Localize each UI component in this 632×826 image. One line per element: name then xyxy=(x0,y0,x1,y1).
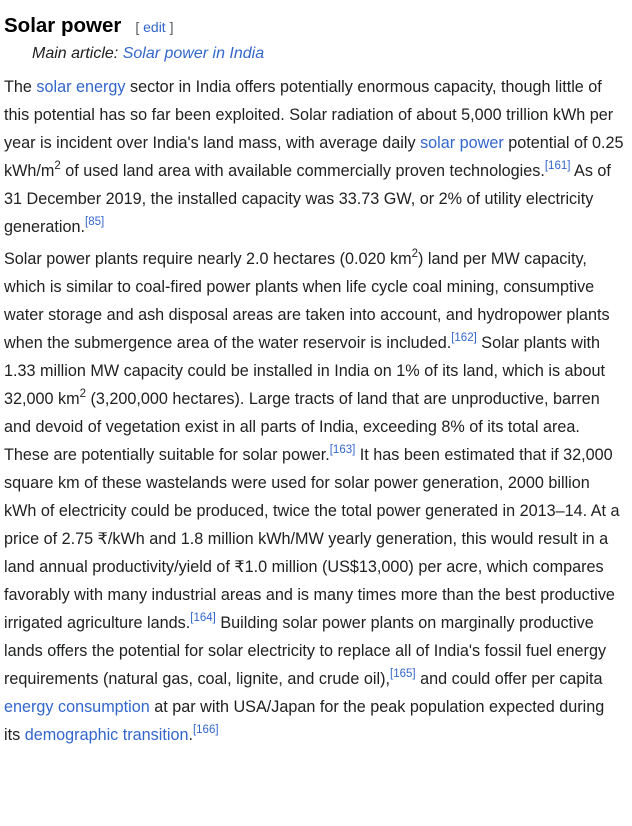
citation-161: [161] xyxy=(545,160,571,172)
paragraph-1: The solar energy sector in India offers … xyxy=(4,73,624,241)
superscript: 2 xyxy=(54,160,61,172)
text-run: at par with USA/Japan for the peak popul… xyxy=(4,698,605,744)
section-title: Solar power xyxy=(4,14,122,37)
edit-bracket-close: ] xyxy=(165,19,174,35)
citation-162: [162] xyxy=(451,332,477,344)
text-run: Solar power plants require nearly 2.0 he… xyxy=(4,250,412,268)
edit-bracket-open: [ xyxy=(135,19,144,35)
edit-link[interactable]: edit xyxy=(143,19,166,35)
superscript: 2 xyxy=(79,388,86,400)
text-run: ) land per MW capacity, which is similar… xyxy=(4,250,610,352)
link-solar-power[interactable]: solar power xyxy=(420,134,504,152)
hatnote-prefix: Main article: xyxy=(32,45,123,62)
main-article-link[interactable]: Solar power in India xyxy=(122,45,265,62)
text-run: Solar plants with 1.33 million MW capaci… xyxy=(4,334,606,408)
citation-link[interactable]: [163] xyxy=(329,444,356,456)
citation-166: [166] xyxy=(193,724,219,736)
link-demographic-transition[interactable]: demographic transition xyxy=(24,726,189,744)
citation-link[interactable]: [166] xyxy=(192,724,219,736)
citation-link[interactable]: [164] xyxy=(190,612,216,624)
text-run: The xyxy=(4,78,37,96)
text-run: (3,200,000 hectares). Large tracts of la… xyxy=(4,390,600,464)
text-run: Building solar power plants on marginall… xyxy=(4,614,607,688)
section-heading: Solar power [ edit ] xyxy=(4,12,624,40)
citation-link[interactable]: [165] xyxy=(390,668,416,680)
text-run: and could offer per capita xyxy=(415,670,603,688)
citation-85: [85] xyxy=(85,216,104,228)
text-run: It has been estimated that if 32,000 squ… xyxy=(4,446,620,632)
edit-section: [ edit ] xyxy=(135,19,173,35)
link-solar-energy[interactable]: solar energy xyxy=(36,78,126,96)
citation-link[interactable]: [161] xyxy=(544,160,571,172)
text-run: sector in India offers potentially enorm… xyxy=(4,78,614,152)
citation-link[interactable]: [162] xyxy=(451,332,477,344)
text-run: of used land area with available commerc… xyxy=(60,162,545,180)
link-energy-consumption[interactable]: energy consumption xyxy=(4,698,150,716)
text-run: . xyxy=(188,726,193,744)
citation-163: [163] xyxy=(330,444,356,456)
citation-165: [165] xyxy=(390,668,416,680)
citation-link[interactable]: [85] xyxy=(85,216,105,228)
text-run: As of 31 December 2019, the installed ca… xyxy=(4,162,611,236)
text-run: potential of 0.25 kWh/m xyxy=(4,134,624,180)
article-section: Solar power [ edit ] Main article: Solar… xyxy=(0,12,624,749)
hatnote: Main article: Solar power in India xyxy=(4,41,624,67)
citation-164: [164] xyxy=(190,612,216,624)
paragraph-2: Solar power plants require nearly 2.0 he… xyxy=(4,245,624,749)
superscript: 2 xyxy=(411,248,419,260)
